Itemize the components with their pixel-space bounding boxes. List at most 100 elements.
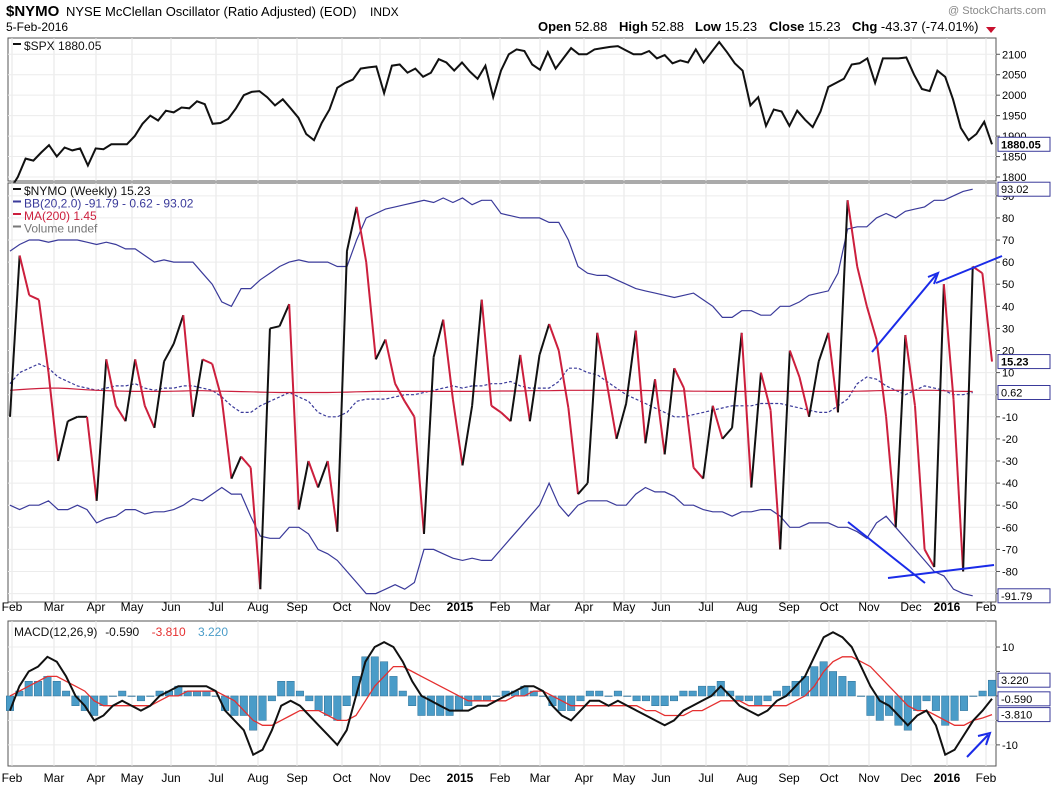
x-axis-label: Apr xyxy=(575,771,594,785)
nymo-segment xyxy=(47,372,60,462)
histogram-bar xyxy=(454,695,463,711)
histogram-bar xyxy=(576,695,585,702)
nymo-segment xyxy=(269,325,280,330)
histogram-bar xyxy=(660,695,669,706)
nymo-segment xyxy=(673,367,685,389)
histogram-bar xyxy=(239,695,248,716)
nymo-segment xyxy=(519,354,531,422)
histogram-bar xyxy=(557,695,566,711)
x-axis-label: Aug xyxy=(736,771,757,785)
histogram-bar xyxy=(146,695,155,697)
x-axis-label: Apr xyxy=(575,600,594,614)
nymo-segment xyxy=(384,339,397,384)
histogram-bar xyxy=(567,695,576,711)
histogram-bar xyxy=(389,676,398,697)
nymo-segment xyxy=(220,399,233,479)
x-axis-label: Sep xyxy=(286,600,308,614)
nymo-segment xyxy=(471,299,483,406)
y-tick-label: -40 xyxy=(1002,478,1018,490)
x-axis-label: Nov xyxy=(369,771,390,785)
histogram-bar xyxy=(829,671,837,697)
nymo-segment xyxy=(500,411,512,422)
x-axis-label: Oct xyxy=(333,771,352,785)
y-tick-label: 1800 xyxy=(1002,172,1026,184)
nymo-segment xyxy=(115,405,127,422)
histogram-bar xyxy=(969,695,978,697)
histogram-bar xyxy=(838,676,847,697)
histogram-bar xyxy=(651,695,660,706)
nymo-segment xyxy=(702,405,714,479)
nymo-segment xyxy=(307,460,320,488)
nymo-segment xyxy=(663,368,676,455)
nymo-segment xyxy=(509,354,522,422)
nymo-segment xyxy=(490,404,502,414)
nymo-segment xyxy=(105,359,117,406)
histogram-bar xyxy=(305,695,314,702)
macd-arrow-icon xyxy=(977,731,992,746)
x-axis-label: Dec xyxy=(409,771,430,785)
histogram-bar xyxy=(34,681,43,697)
histogram-bar xyxy=(324,695,332,716)
nymo-segment xyxy=(981,273,993,362)
nymo-segment xyxy=(451,398,464,466)
nymo-segment xyxy=(808,361,820,417)
histogram-bar xyxy=(913,695,922,711)
y-tick-label: 30 xyxy=(1002,323,1014,335)
nymo-segment xyxy=(557,350,570,409)
nymo-segment xyxy=(95,359,108,501)
histogram-bar xyxy=(408,695,417,706)
ohlc-chg: Chg -43.37 (-74.01%) xyxy=(852,19,978,34)
x-axis-label: Jun xyxy=(161,600,180,614)
histogram-bar xyxy=(922,695,931,702)
x-axis-label: Apr xyxy=(87,771,106,785)
histogram-bar xyxy=(258,695,267,721)
nymo-segment xyxy=(134,359,146,406)
histogram-bar xyxy=(623,695,632,697)
x-axis-label: Mar xyxy=(44,771,65,785)
x-axis-label: Feb xyxy=(976,771,997,785)
x-axis-label: Sep xyxy=(778,771,800,785)
nymo-segment xyxy=(163,343,175,363)
histogram-bar xyxy=(595,690,604,697)
nymo-segment xyxy=(326,460,339,532)
legend-entry-3: Volume undef xyxy=(24,222,98,236)
ohlc-close: Close 15.23 xyxy=(769,19,841,34)
macd-arrow-line xyxy=(966,734,989,758)
nymo-segment xyxy=(317,460,329,488)
nymo-segment xyxy=(634,330,647,444)
nymo-segment xyxy=(885,416,897,528)
x-axis-label: Jul xyxy=(208,771,223,785)
histogram-bar xyxy=(118,690,127,697)
histogram-bar xyxy=(286,681,295,697)
nymo-segment xyxy=(422,357,435,534)
histogram-bar xyxy=(716,681,725,697)
x-axis-label: Feb xyxy=(490,600,511,614)
nymo-segment xyxy=(865,306,878,340)
nymo-segment xyxy=(28,294,40,301)
histogram-bar xyxy=(398,690,407,697)
nymo-segment xyxy=(394,383,406,402)
nymo-segment xyxy=(403,400,416,418)
x-axis-label: 2016 xyxy=(934,600,961,614)
y-tick-label: 2100 xyxy=(1002,49,1026,61)
nymo-segment xyxy=(846,200,859,267)
x-axis-label: Aug xyxy=(247,600,268,614)
y-tick-label: 70 xyxy=(1002,235,1014,247)
nymo-segment xyxy=(625,330,637,404)
histogram-bar xyxy=(978,690,987,697)
nymo-segment xyxy=(461,405,474,466)
histogram-bar xyxy=(417,695,426,716)
legend-entry-0: MACD(12,26,9) xyxy=(14,625,97,639)
histogram-bar xyxy=(136,695,145,702)
x-axis-label: Aug xyxy=(736,600,757,614)
x-axis-label: Jul xyxy=(208,600,223,614)
x-axis-label: Nov xyxy=(369,600,390,614)
legend-entry-3: 3.220 xyxy=(198,625,228,639)
histogram-bar xyxy=(24,681,33,697)
histogram-bar xyxy=(202,690,211,697)
nymo-segment xyxy=(875,339,888,417)
watermark: @ StockCharts.com xyxy=(948,5,1046,17)
nymo-segment xyxy=(9,255,21,417)
histogram-bar xyxy=(941,695,950,726)
histogram-bar xyxy=(903,695,912,731)
